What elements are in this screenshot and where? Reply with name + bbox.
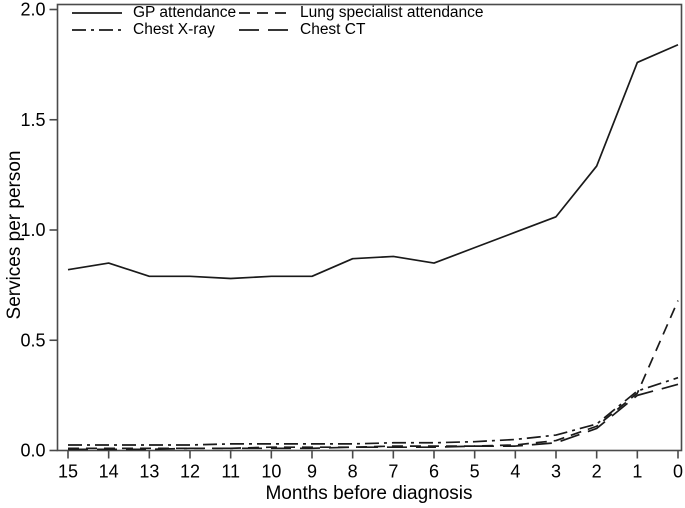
x-axis-tick-label: 0 xyxy=(673,462,683,482)
series-line-chest-x-ray xyxy=(68,376,679,446)
legend-dash-dot-line-icon xyxy=(72,29,122,31)
x-axis-tick-label: 1 xyxy=(632,462,642,482)
legend-label: Chest CT xyxy=(300,21,366,38)
plot-frame xyxy=(56,3,683,452)
x-axis-tick-label: 6 xyxy=(429,462,439,482)
x-axis-tick-label: 7 xyxy=(388,462,398,482)
legend-solid-line-icon xyxy=(72,12,122,14)
y-axis-tick-label: 0.5 xyxy=(20,330,45,350)
legend-item-chest-x-ray: Chest X-ray xyxy=(71,21,233,38)
legend-label: Chest X-ray xyxy=(133,21,215,38)
x-axis-tick-label: 10 xyxy=(261,462,281,482)
x-axis-tick-label: 14 xyxy=(99,462,119,482)
legend-label: Lung specialist attendance xyxy=(300,4,484,21)
y-axis-tick-label: 0.0 xyxy=(20,441,45,461)
legend-item-chest-ct: Chest CT xyxy=(238,21,484,38)
legend-label: GP attendance xyxy=(133,4,237,21)
x-axis-tick-label: 5 xyxy=(470,462,480,482)
x-axis-tick-label: 12 xyxy=(180,462,200,482)
x-axis-label: Months before diagnosis xyxy=(265,483,473,504)
y-axis-tick-label: 2.0 xyxy=(20,0,45,20)
legend-item-lung-specialist-attendance: Lung specialist attendance xyxy=(238,4,484,21)
y-axis-tick-label: 1.0 xyxy=(20,220,45,240)
x-axis-tick-label: 15 xyxy=(58,462,78,482)
x-axis-tick-label: 4 xyxy=(510,462,520,482)
y-axis-label: Services per person xyxy=(4,150,25,320)
x-axis-tick-label: 11 xyxy=(221,462,240,482)
x-axis-tick-label: 3 xyxy=(551,462,561,482)
legend-dashed-line-icon xyxy=(239,12,289,14)
legend: GP attendance Lung specialist attendance… xyxy=(71,4,484,38)
y-axis-tick-label: 1.5 xyxy=(20,110,45,130)
x-axis-tick-label: 8 xyxy=(348,462,358,482)
x-axis-tick-label: 13 xyxy=(139,462,159,482)
series-line-chest-ct xyxy=(68,383,679,451)
legend-item-gp-attendance: GP attendance xyxy=(71,4,237,21)
x-axis-tick-label: 2 xyxy=(592,462,602,482)
series-line-lung-specialist-attendance xyxy=(68,300,679,450)
x-axis-tick-label: 9 xyxy=(307,462,317,482)
legend-long-dash-line-icon xyxy=(239,29,289,31)
series-line-gp-attendance xyxy=(67,44,679,280)
